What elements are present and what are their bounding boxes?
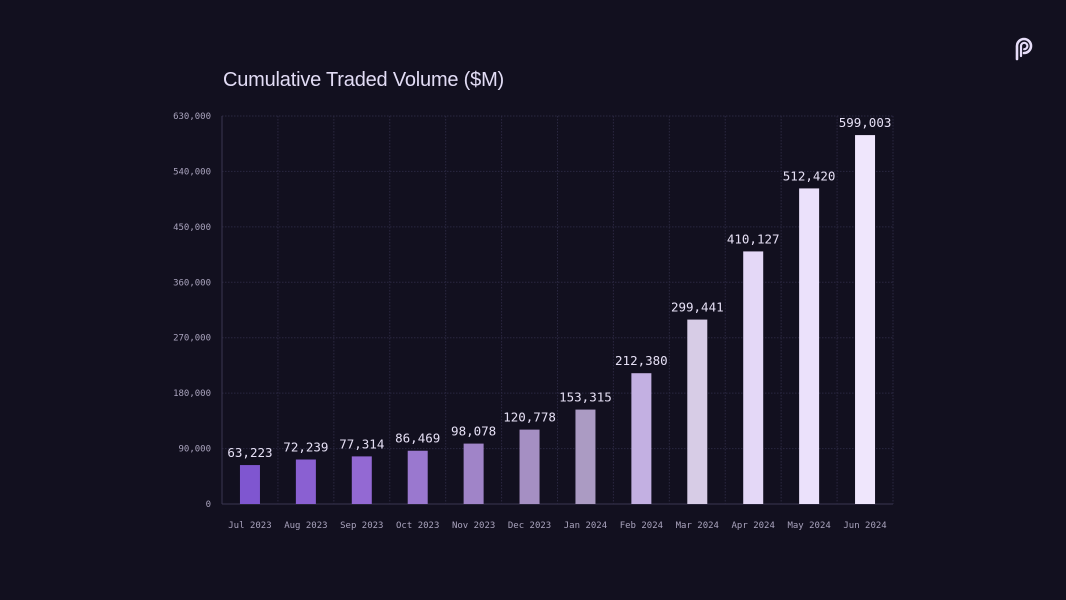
y-tick-label: 180,000 <box>173 389 211 399</box>
bar <box>575 409 596 504</box>
data-label: 120,778 <box>503 410 556 425</box>
x-tick-label: Mar 2024 <box>676 521 719 531</box>
y-tick-label: 0 <box>206 500 211 510</box>
x-tick-label: Jun 2024 <box>843 521 886 531</box>
data-label: 599,003 <box>839 115 892 130</box>
x-tick-label: Oct 2023 <box>396 521 439 531</box>
x-tick-label: Aug 2023 <box>284 521 327 531</box>
y-axis-ticks: 0 90,000 180,000 270,000 360,000 450,000 540,0… <box>173 112 211 510</box>
data-label: 98,078 <box>451 424 496 439</box>
bar <box>799 188 820 504</box>
bar <box>855 135 876 504</box>
y-tick-label: 360,000 <box>173 278 211 288</box>
data-label: 86,469 <box>395 431 440 446</box>
bar <box>743 251 764 504</box>
data-label: 512,420 <box>783 168 836 183</box>
y-tick-label: 270,000 <box>173 334 211 344</box>
x-tick-label: Dec 2023 <box>508 521 551 531</box>
bar <box>631 373 652 504</box>
y-tick-label: 630,000 <box>173 112 211 122</box>
data-label: 299,441 <box>671 300 724 315</box>
x-tick-label: May 2024 <box>787 521 830 531</box>
x-tick-label: Jul 2023 <box>228 521 271 531</box>
gridlines <box>221 115 894 505</box>
x-tick-label: Feb 2024 <box>620 521 663 531</box>
data-label: 72,239 <box>283 440 328 455</box>
chart-title: Cumulative Traded Volume ($M) <box>223 69 504 91</box>
y-tick-label: 450,000 <box>173 223 211 233</box>
bar <box>463 443 484 504</box>
x-tick-label: Nov 2023 <box>452 521 495 531</box>
bar <box>407 450 428 504</box>
bar <box>519 429 540 504</box>
y-tick-label: 90,000 <box>178 445 211 455</box>
pyth-logo-icon <box>1015 37 1033 61</box>
bar <box>295 459 316 504</box>
data-label: 153,315 <box>559 390 612 405</box>
x-tick-label: Jan 2024 <box>564 521 607 531</box>
data-label: 77,314 <box>339 436 384 451</box>
bars: 63,223 72,239 77,314 86,469 98,078 120,778153… <box>227 115 891 504</box>
data-label: 212,380 <box>615 353 668 368</box>
x-tick-label: Apr 2024 <box>732 521 775 531</box>
x-axis-ticks: Jul 2023 Aug 2023 Sep 2023 Oct 2023 Nov 2023… <box>228 521 886 531</box>
y-tick-label: 540,000 <box>173 167 211 177</box>
data-label: 410,127 <box>727 231 780 246</box>
data-label: 63,223 <box>227 445 272 460</box>
bar <box>351 456 372 504</box>
bar <box>687 319 708 504</box>
bar <box>239 465 260 504</box>
x-tick-label: Sep 2023 <box>340 521 383 531</box>
